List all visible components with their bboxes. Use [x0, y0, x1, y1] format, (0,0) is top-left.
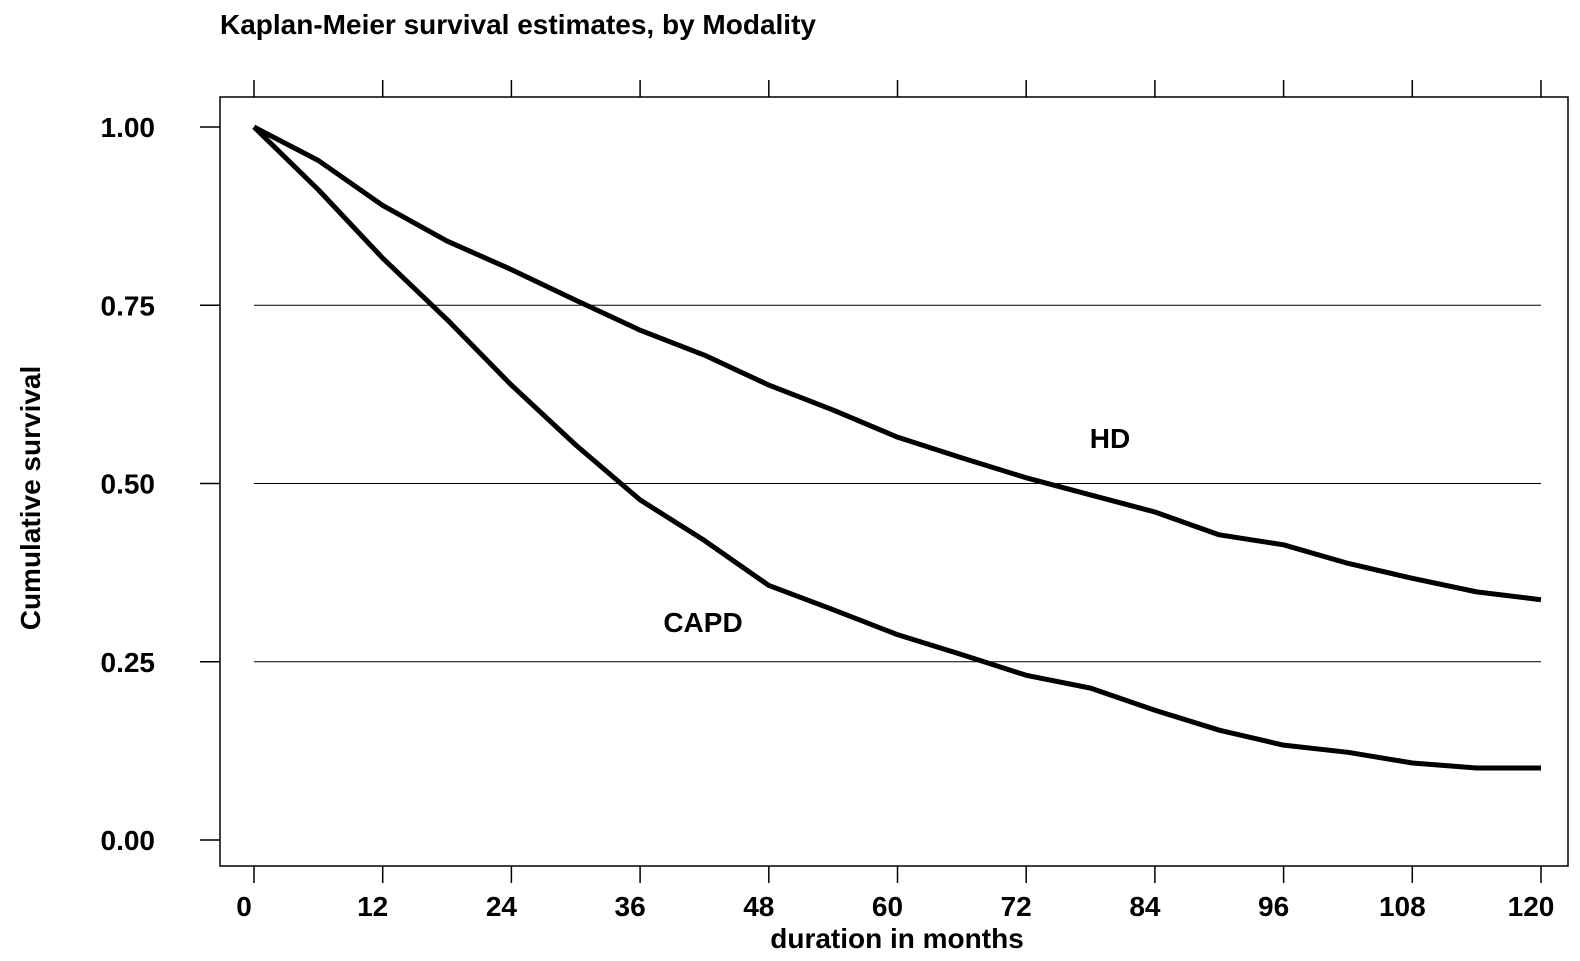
- x-tick-label: 72: [1001, 891, 1032, 922]
- series-label: CAPD: [663, 607, 742, 638]
- survival-line: [252, 125, 1541, 771]
- x-tick-label: 120: [1508, 891, 1555, 922]
- chart-title: Kaplan-Meier survival estimates, by Moda…: [220, 9, 816, 40]
- x-axis-label: duration in months: [770, 923, 1024, 954]
- survival-line: [252, 124, 1542, 603]
- x-tick-label: 36: [615, 891, 646, 922]
- y-tick-label: 0.25: [101, 647, 156, 678]
- series-label: HD: [1090, 423, 1130, 454]
- x-tick-label: 84: [1129, 891, 1161, 922]
- y-axis-label: Cumulative survival: [15, 366, 46, 631]
- y-tick-label: 0.00: [101, 825, 156, 856]
- y-tick-label: 0.75: [101, 290, 156, 321]
- x-tick-label: 96: [1258, 891, 1289, 922]
- x-tick-label: 60: [872, 891, 903, 922]
- x-tick-label: 12: [357, 891, 388, 922]
- y-tick-label: 1.00: [101, 112, 156, 143]
- y-tick-label: 0.50: [101, 469, 156, 500]
- plot-frame: [219, 96, 1569, 867]
- x-tick-label: 0: [236, 891, 252, 922]
- x-tick-label: 108: [1379, 891, 1426, 922]
- x-tick-label: 48: [743, 891, 774, 922]
- x-tick-label: 24: [486, 891, 518, 922]
